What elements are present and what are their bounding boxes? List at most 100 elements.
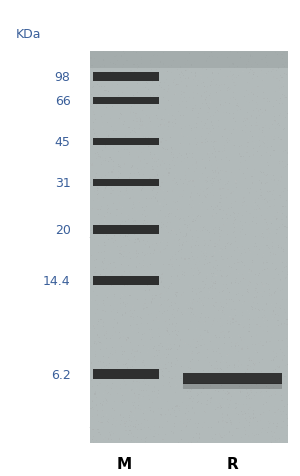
Point xyxy=(164,138,168,145)
Point xyxy=(100,61,104,69)
Point xyxy=(169,299,173,307)
Point xyxy=(136,372,141,379)
Point xyxy=(273,266,278,274)
Point xyxy=(256,371,261,378)
Point xyxy=(261,169,266,177)
Point xyxy=(212,315,217,323)
Point xyxy=(158,239,163,247)
Point xyxy=(116,390,120,397)
Point xyxy=(159,361,164,368)
Point xyxy=(161,435,166,443)
Point xyxy=(154,143,158,150)
Point xyxy=(284,94,288,102)
Point xyxy=(144,79,149,87)
Point xyxy=(245,60,250,68)
Point xyxy=(259,110,264,118)
Point xyxy=(244,400,249,408)
Point xyxy=(175,82,179,89)
Point xyxy=(146,120,151,128)
Point xyxy=(146,72,151,79)
Point xyxy=(278,137,283,144)
Point xyxy=(195,82,200,90)
Point xyxy=(171,151,176,159)
Point xyxy=(102,214,107,221)
Point xyxy=(198,375,203,382)
Point xyxy=(248,190,252,198)
Point xyxy=(130,127,135,135)
Point xyxy=(234,276,239,283)
Point xyxy=(123,335,128,342)
Point xyxy=(215,107,220,115)
Point xyxy=(240,309,245,317)
Point xyxy=(187,123,192,130)
Point xyxy=(259,169,263,176)
Point xyxy=(111,429,116,437)
Point xyxy=(177,403,182,411)
Point xyxy=(218,277,223,285)
Point xyxy=(121,322,125,329)
Point xyxy=(153,429,158,437)
Point xyxy=(223,102,228,109)
Point xyxy=(234,267,239,274)
Point xyxy=(173,91,178,99)
Point xyxy=(249,60,254,68)
Point xyxy=(260,194,265,202)
Point xyxy=(221,387,226,394)
Point xyxy=(194,336,199,343)
Point xyxy=(254,199,258,207)
Point xyxy=(90,160,95,168)
Point xyxy=(262,140,267,148)
Point xyxy=(140,107,145,115)
Point xyxy=(120,218,125,226)
Point xyxy=(251,108,256,115)
Point xyxy=(124,242,128,249)
Point xyxy=(281,127,286,134)
Point xyxy=(229,117,233,124)
Point xyxy=(150,97,154,105)
Point xyxy=(108,115,112,123)
Point xyxy=(261,77,266,85)
Point xyxy=(254,214,259,222)
Point xyxy=(216,388,221,396)
Point xyxy=(242,323,247,330)
Point xyxy=(218,268,223,275)
Point xyxy=(225,74,230,81)
Point xyxy=(237,370,242,377)
Point xyxy=(189,315,194,322)
Point xyxy=(236,245,240,252)
Point xyxy=(266,237,271,244)
Point xyxy=(242,424,247,432)
Point xyxy=(99,161,103,169)
Point xyxy=(170,253,175,261)
Point xyxy=(265,259,269,267)
Point xyxy=(238,297,242,305)
Point xyxy=(238,387,242,395)
Point xyxy=(239,323,244,330)
Point xyxy=(217,108,221,115)
Point xyxy=(229,420,233,427)
Point xyxy=(92,257,97,265)
Point xyxy=(218,66,223,74)
Point xyxy=(271,66,276,74)
Point xyxy=(215,199,220,207)
Point xyxy=(279,437,284,445)
Point xyxy=(129,364,134,372)
Point xyxy=(137,238,142,246)
Point xyxy=(188,416,193,423)
Point xyxy=(147,326,152,334)
Point xyxy=(94,268,99,275)
Point xyxy=(161,187,166,195)
Point xyxy=(252,128,257,135)
Point xyxy=(144,387,149,395)
Point xyxy=(187,51,192,59)
Point xyxy=(252,379,256,387)
Text: 98: 98 xyxy=(55,71,70,84)
Point xyxy=(272,375,277,382)
Point xyxy=(117,430,122,437)
Point xyxy=(259,169,263,177)
Point xyxy=(252,392,256,399)
Point xyxy=(193,310,198,318)
Point xyxy=(145,80,150,88)
Point xyxy=(211,302,216,310)
Point xyxy=(96,185,101,193)
